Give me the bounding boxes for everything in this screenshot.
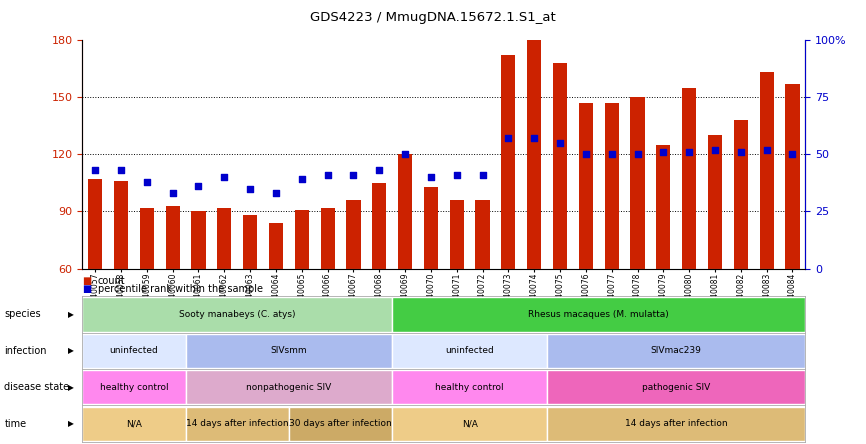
Point <box>630 151 644 158</box>
Point <box>191 183 205 190</box>
Bar <box>553 63 567 269</box>
Text: GDS4223 / MmugDNA.15672.1.S1_at: GDS4223 / MmugDNA.15672.1.S1_at <box>310 11 556 24</box>
Bar <box>449 200 464 269</box>
Text: ■: ■ <box>82 285 92 294</box>
Bar <box>682 87 696 269</box>
Point <box>140 178 154 185</box>
Point <box>294 176 308 183</box>
Point <box>527 135 541 142</box>
Point <box>269 190 283 197</box>
Bar <box>139 208 154 269</box>
Point <box>708 146 722 153</box>
Point <box>449 171 463 178</box>
Text: pathogenic SIV: pathogenic SIV <box>642 383 710 392</box>
Point <box>604 151 618 158</box>
Text: uninfected: uninfected <box>445 346 494 355</box>
Text: ■: ■ <box>82 276 92 285</box>
Text: nonpathogenic SIV: nonpathogenic SIV <box>246 383 332 392</box>
Bar <box>475 200 489 269</box>
Text: healthy control: healthy control <box>100 383 168 392</box>
Point <box>553 139 567 147</box>
Bar <box>372 183 386 269</box>
Point <box>579 151 593 158</box>
Point <box>501 135 515 142</box>
Text: uninfected: uninfected <box>109 346 158 355</box>
Bar <box>527 40 541 269</box>
Text: SIVsmm: SIVsmm <box>270 346 307 355</box>
Text: SIVmac239: SIVmac239 <box>651 346 701 355</box>
Bar <box>501 55 515 269</box>
Point <box>734 148 747 155</box>
Bar <box>734 120 748 269</box>
Bar <box>785 84 799 269</box>
Text: 14 days after infection: 14 days after infection <box>625 419 727 428</box>
Point <box>682 148 696 155</box>
Point <box>165 190 179 197</box>
Bar <box>88 179 102 269</box>
Point <box>217 174 231 181</box>
Text: N/A: N/A <box>126 419 142 428</box>
Bar <box>656 145 670 269</box>
Text: ▶: ▶ <box>68 383 74 392</box>
Text: percentile rank within the sample: percentile rank within the sample <box>98 285 263 294</box>
Bar <box>708 135 722 269</box>
Bar <box>217 208 231 269</box>
Text: time: time <box>4 419 27 428</box>
Point <box>88 167 102 174</box>
Text: N/A: N/A <box>462 419 477 428</box>
Point <box>346 171 360 178</box>
Bar <box>398 155 412 269</box>
Text: disease state: disease state <box>4 382 69 392</box>
Bar <box>165 206 180 269</box>
Point <box>424 174 438 181</box>
Text: healthy control: healthy control <box>436 383 504 392</box>
Point <box>243 185 257 192</box>
Text: Sooty manabeys (C. atys): Sooty manabeys (C. atys) <box>179 310 295 319</box>
Bar <box>294 210 309 269</box>
Point <box>785 151 799 158</box>
Bar <box>630 97 644 269</box>
Point <box>475 171 489 178</box>
Text: Rhesus macaques (M. mulatta): Rhesus macaques (M. mulatta) <box>528 310 669 319</box>
Bar <box>114 181 128 269</box>
Point <box>372 167 386 174</box>
Text: ▶: ▶ <box>68 419 74 428</box>
Bar <box>423 186 438 269</box>
Text: ▶: ▶ <box>68 310 74 319</box>
Bar <box>604 103 619 269</box>
Point <box>656 148 670 155</box>
Text: infection: infection <box>4 346 47 356</box>
Text: 30 days after infection: 30 days after infection <box>289 419 392 428</box>
Point <box>114 167 128 174</box>
Text: count: count <box>98 276 126 285</box>
Bar <box>268 223 283 269</box>
Text: 14 days after infection: 14 days after infection <box>186 419 288 428</box>
Point <box>398 151 412 158</box>
Bar <box>320 208 335 269</box>
Bar <box>346 200 360 269</box>
Bar <box>759 72 773 269</box>
Text: ▶: ▶ <box>68 346 74 355</box>
Text: species: species <box>4 309 41 319</box>
Point <box>320 171 334 178</box>
Point <box>759 146 773 153</box>
Bar <box>578 103 593 269</box>
Bar <box>191 211 205 269</box>
Bar <box>243 215 257 269</box>
